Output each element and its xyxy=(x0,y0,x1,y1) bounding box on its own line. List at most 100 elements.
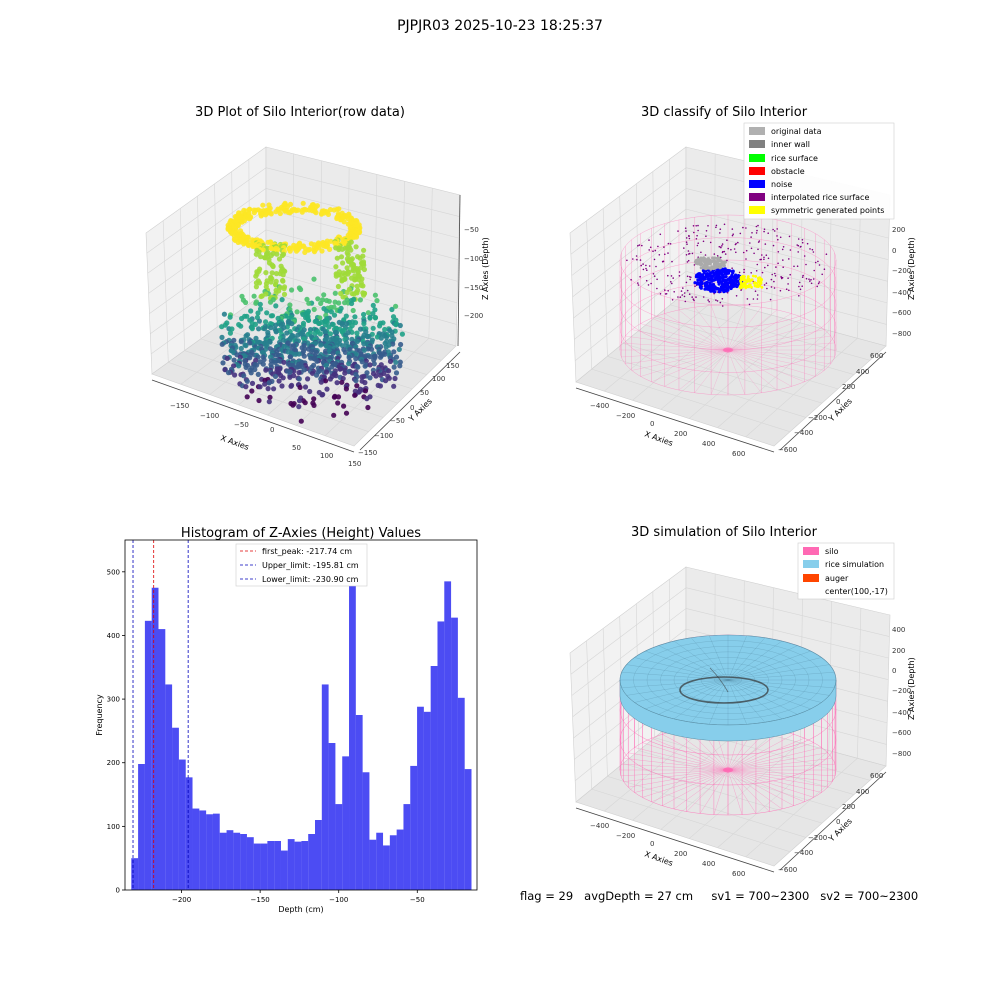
point xyxy=(350,307,356,314)
point-noise xyxy=(724,275,728,279)
point xyxy=(377,383,383,389)
point-interpolated xyxy=(773,287,776,289)
point-interpolated xyxy=(652,250,654,253)
point-interpolated xyxy=(754,290,757,292)
legend-label: symmetric generated points xyxy=(771,206,884,215)
point xyxy=(277,210,283,217)
point-symmetric xyxy=(754,275,758,278)
point xyxy=(279,297,285,303)
point-interpolated xyxy=(798,281,801,284)
point-interpolated xyxy=(715,299,717,301)
point xyxy=(370,325,376,331)
point xyxy=(354,330,360,336)
point xyxy=(333,330,340,336)
point-interpolated xyxy=(686,289,689,292)
point-interpolated xyxy=(810,282,813,285)
silo-floor-spoke xyxy=(727,737,805,771)
point-interpolated xyxy=(657,245,659,248)
simulation-3d-title: 3D simulation of Silo Interior xyxy=(631,525,818,540)
simulation-3d-xtick: −200 xyxy=(616,832,635,840)
histogram-bar xyxy=(212,813,220,890)
point xyxy=(398,341,404,348)
silo-floor-spoke xyxy=(662,769,729,806)
point-interpolated xyxy=(789,273,791,276)
legend-upper-limit: Upper_limit: -195.81 cm xyxy=(240,561,359,570)
point xyxy=(331,312,338,318)
point-wall xyxy=(694,259,698,263)
point-interpolated xyxy=(679,296,682,298)
point-interpolated xyxy=(665,293,668,295)
point-interpolated xyxy=(775,266,777,268)
simulation-3d-ztick: −600 xyxy=(892,729,911,737)
legend-swatch xyxy=(749,154,765,162)
point xyxy=(341,403,347,409)
point xyxy=(365,310,371,316)
point-interpolated xyxy=(763,284,766,286)
point-noise xyxy=(715,287,719,291)
grid-line xyxy=(180,299,294,385)
point-interpolated xyxy=(662,260,665,263)
simulation-3d-xtick: −400 xyxy=(590,822,609,830)
point-interpolated xyxy=(796,265,799,267)
point-noise xyxy=(712,278,716,282)
point xyxy=(224,355,230,361)
point-interpolated xyxy=(755,270,758,272)
point-interpolated xyxy=(787,277,789,279)
point xyxy=(354,283,360,289)
point xyxy=(254,362,260,368)
point xyxy=(386,375,392,381)
point-interpolated xyxy=(650,282,652,285)
point-symmetric xyxy=(750,285,753,289)
point xyxy=(241,241,247,247)
point-noise xyxy=(700,273,704,277)
point-interpolated xyxy=(693,231,695,234)
point xyxy=(281,359,287,365)
grid-line xyxy=(602,208,608,357)
point-noise xyxy=(693,281,697,285)
point xyxy=(317,315,323,321)
point-interpolated xyxy=(771,273,773,276)
point-wall xyxy=(706,257,710,261)
point-interpolated xyxy=(670,281,672,283)
histogram-bar xyxy=(376,832,384,890)
point-interpolated xyxy=(779,236,782,239)
silo-floor-spoke xyxy=(620,763,729,771)
point xyxy=(367,375,373,381)
silo-floor-spoke xyxy=(642,769,729,798)
point-interpolated xyxy=(653,275,656,277)
simulation-3d-plot: 3D simulation of Silo Interior −400 −200… xyxy=(569,525,916,878)
silo-floor-spoke xyxy=(727,752,828,771)
point xyxy=(227,314,233,320)
point-noise xyxy=(697,272,701,276)
point xyxy=(239,315,245,322)
simulation-3d-ytick: 600 xyxy=(870,772,883,780)
point xyxy=(302,249,308,255)
grid-line xyxy=(604,299,715,392)
point-interpolated xyxy=(726,291,729,294)
point xyxy=(399,331,405,337)
point-interpolated xyxy=(677,230,679,232)
raw-3d-zlabel: Z Axies (Depth) xyxy=(481,237,490,300)
point-interpolated xyxy=(735,295,738,297)
histogram-axes: −200 −150 −100 −50 0 100 200 300 400 500 xyxy=(107,568,425,904)
raw-3d-ztick: −200 xyxy=(464,312,483,320)
histogram-bar xyxy=(315,820,322,890)
point xyxy=(342,349,348,355)
grid-line xyxy=(573,229,687,319)
silo-floor-spoke xyxy=(727,730,783,771)
point-interpolated xyxy=(769,298,772,301)
x-tick-label: −50 xyxy=(410,896,425,904)
point xyxy=(292,351,298,357)
legend-swatch xyxy=(803,547,819,555)
point xyxy=(280,272,286,278)
point xyxy=(289,321,295,327)
classify-3d-ztick: −200 xyxy=(892,267,911,275)
point-interpolated xyxy=(719,232,721,234)
point-interpolated xyxy=(799,288,802,291)
point xyxy=(362,388,369,394)
point xyxy=(357,297,363,303)
legend-label: silo xyxy=(825,547,839,556)
legend-interpolated: interpolated rice surface xyxy=(749,193,869,202)
grid-line xyxy=(717,750,830,848)
point xyxy=(287,302,293,308)
